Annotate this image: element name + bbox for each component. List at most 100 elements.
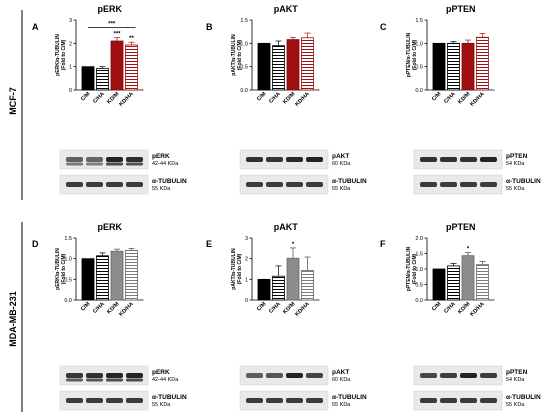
bar-kdha [476,36,489,91]
blot-band [246,398,263,403]
bar-cm [257,278,271,301]
bar-kdm [110,250,124,301]
x-tick-label: KD/HA [294,91,311,108]
blot-strip [413,149,503,170]
panel-letter: D [32,239,39,249]
blot-band [440,398,457,403]
blot-size: 60 KDa [332,161,351,167]
chart-title: pERK [98,222,123,232]
bar-kdm [461,42,475,91]
blot-strip [413,390,503,411]
blot-band [246,157,263,162]
blot-strip [239,365,329,386]
blot-band [420,157,437,162]
x-tick-label: C/M [256,301,268,313]
blot-band [126,373,143,378]
chart-title: pAKT [274,4,298,14]
y-axis-label: pAKT/α-TUBULIN(Fold to C/M) [231,248,243,290]
bar-kdha [125,44,138,91]
x-tick-label: C/HA [443,91,457,105]
y-tick-label: 1.5 [415,18,423,24]
chart-title: pPTEN [446,222,476,232]
blot-strip [239,149,329,170]
blot-band [286,373,303,378]
panel-letter: F [380,239,386,249]
blot-band [86,182,103,187]
blot-band [440,157,457,162]
blot-band [460,398,477,403]
blot-band [460,373,477,378]
y-tick-label: 3 [69,18,72,24]
blot-band [306,157,323,162]
y-tick-label: 1.0 [415,41,423,47]
y-tick-label: 0 [69,88,72,94]
y-tick-label: 2 [69,41,72,47]
y-axis-label: pERK/α-TUBULIN(Fold to C/M) [55,34,67,76]
blot-strip [413,174,503,195]
y-axis-label-line: pERK/α-TUBULIN [55,248,61,290]
blot-label: pERK [152,153,170,160]
y-tick-label: 0.5 [240,65,248,71]
y-axis-label-line: (Fold to C/M) [237,39,243,70]
y-tick-label: 1.5 [64,236,72,242]
significance-mark: * [467,247,470,253]
blot-band [66,182,83,187]
y-tick-label: 1 [245,277,248,283]
blot-band [86,398,103,403]
blot-band [86,157,103,162]
bar-kdm [461,255,475,301]
blot-label: pAKT [332,153,349,160]
x-tick-label: KD/HA [469,301,486,318]
y-tick-label: 1.0 [240,41,248,47]
blot-size: 42-44 KDa [152,161,179,167]
panel-letter: E [206,239,212,249]
bar-kdm [110,40,124,91]
bar-kdha [301,37,314,91]
blot-size: 55 KDa [506,402,525,408]
chart-title: pAKT [274,222,298,232]
blot-label: α-TUBULIN [332,178,367,185]
y-tick-label: 0.5 [415,65,423,71]
y-tick-label: 0.5 [415,283,423,289]
blot-label: pPTEN [506,153,528,160]
blot-band [480,373,497,378]
blot-size: 55 KDa [506,186,525,192]
blot-size: 55 KDa [332,402,351,408]
blot-band [66,378,83,382]
y-tick-label: 2.0 [415,236,423,242]
blot-label: α-TUBULIN [506,394,541,401]
bar-kdm [286,39,300,91]
blot-strip [239,174,329,195]
bar-cha [96,255,109,301]
bar-cha [96,68,109,91]
y-axis-label: pPTEN/α-TUBULIN(Fold to C/M) [406,246,418,291]
blot-band [306,182,323,187]
y-axis-label: pERK/α-TUBULIN(Fold to C/M) [55,248,67,290]
bar-cm [81,258,95,301]
blot-band [66,157,83,162]
blot-band [306,398,323,403]
blot-band [266,182,283,187]
blot-strip [59,149,149,170]
y-axis-label-line: pERK/α-TUBULIN [55,34,61,76]
x-tick-label: KD/HA [118,91,135,108]
bar-cm [432,42,446,91]
blot-band [126,378,143,382]
blot-size: 54 KDa [506,377,525,383]
blot-band [246,373,263,378]
blot-band [286,398,303,403]
blot-band [480,182,497,187]
y-tick-label: 1.5 [240,18,248,24]
blot-band [66,398,83,403]
x-tick-label: C/HA [268,91,282,105]
y-axis-label: pAKT/α-TUBULIN(Fold to C/M) [231,34,243,76]
x-tick-label: C/HA [92,301,106,315]
bar-cha [272,45,285,91]
blot-band [106,157,123,162]
blot-strip [59,174,149,195]
blot-strip [239,390,329,411]
y-axis-label-line: (Fold to C/M) [237,253,243,284]
